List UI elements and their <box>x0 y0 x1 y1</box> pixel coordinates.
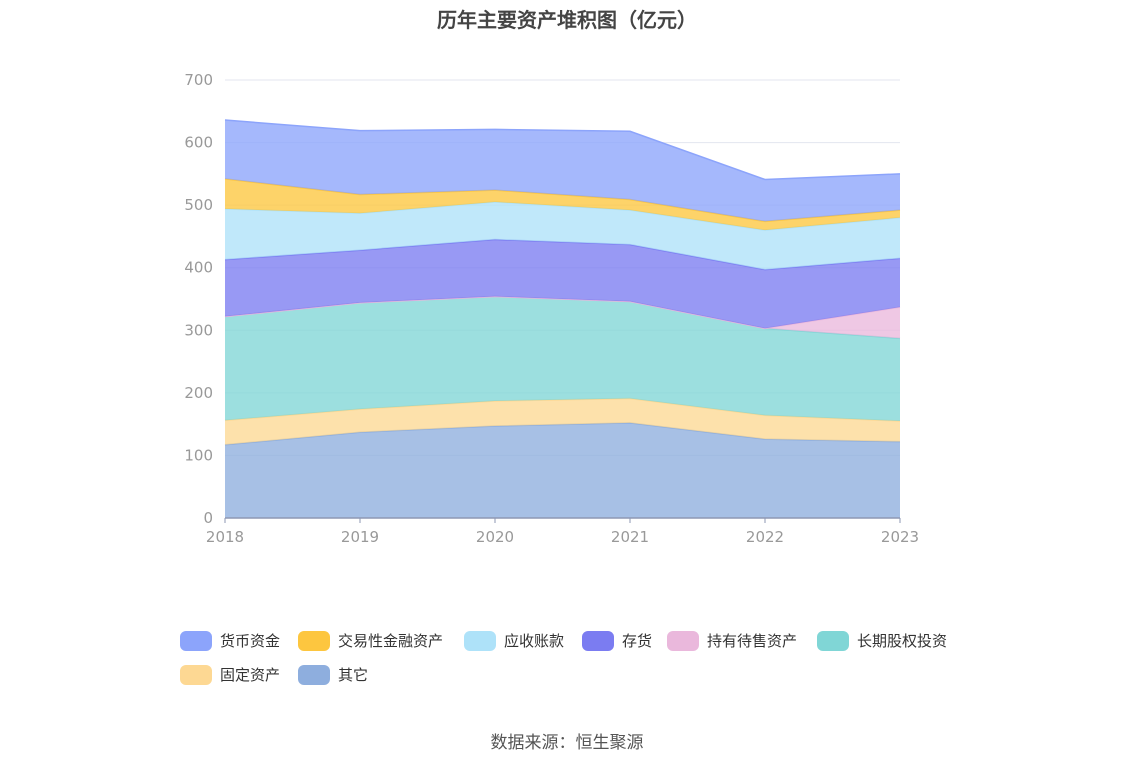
legend-item-inventory[interactable]: 存货 <box>582 630 652 651</box>
legend-item-held-for-sale[interactable]: 持有待售资产 <box>667 630 797 651</box>
y-tick-label: 200 <box>184 384 213 402</box>
legend-label: 其它 <box>338 666 369 684</box>
legend-swatch <box>298 630 330 651</box>
y-tick-label: 0 <box>203 509 213 527</box>
data-source: 数据来源：恒生聚源 <box>490 733 644 753</box>
legend-swatch <box>667 630 699 651</box>
legend-label: 应收账款 <box>504 632 565 650</box>
area-series <box>225 239 900 329</box>
legend-item-fixed-assets[interactable]: 固定资产 <box>180 664 280 685</box>
x-tick-label: 2023 <box>881 528 919 546</box>
x-tick-label: 2018 <box>206 528 244 546</box>
area-series <box>225 422 900 518</box>
legend-label: 货币资金 <box>220 632 281 650</box>
y-tick-label: 600 <box>184 134 213 152</box>
area-series <box>225 120 900 222</box>
chart-title: 历年主要资产堆积图（亿元） <box>437 8 697 32</box>
stacked-area-chart: 0 100 200 300 400 500 600 700 2018 2019 2020 2021 20… <box>184 71 919 546</box>
x-tick-label: 2021 <box>611 528 649 546</box>
legend-item-receivables[interactable]: 应收账款 <box>464 630 564 651</box>
legend-item-cash[interactable]: 货币资金 <box>180 630 280 651</box>
legend-swatch <box>180 630 212 651</box>
legend-label: 固定资产 <box>220 666 281 684</box>
legend-item-long-term-equity[interactable]: 长期股权投资 <box>817 630 947 651</box>
y-tick-label: 100 <box>184 446 213 464</box>
y-tick-label: 300 <box>184 321 213 339</box>
legend-item-other[interactable]: 其它 <box>298 664 368 685</box>
series-line <box>224 119 901 181</box>
x-tick-label: 2020 <box>476 528 514 546</box>
y-tick-label: 500 <box>184 196 213 214</box>
legend-item-trading-financial-assets[interactable]: 交易性金融资产 <box>298 630 443 651</box>
area-series <box>225 296 900 422</box>
y-tick-label: 400 <box>184 259 213 277</box>
legend-label: 交易性金融资产 <box>338 632 444 650</box>
x-tick-label: 2022 <box>746 528 784 546</box>
legend-swatch <box>180 664 212 685</box>
legend-swatch <box>464 630 496 651</box>
legend-swatch <box>298 664 330 685</box>
area-series <box>225 202 900 270</box>
area-series <box>225 398 900 445</box>
legend-swatch <box>817 630 849 651</box>
legend-label: 存货 <box>622 632 653 650</box>
legend-swatch <box>582 630 614 651</box>
legend-label: 长期股权投资 <box>857 632 948 650</box>
legend-label: 持有待售资产 <box>707 632 798 650</box>
x-tick-label: 2019 <box>341 528 379 546</box>
area-series <box>225 178 900 231</box>
y-tick-label: 700 <box>184 71 213 89</box>
